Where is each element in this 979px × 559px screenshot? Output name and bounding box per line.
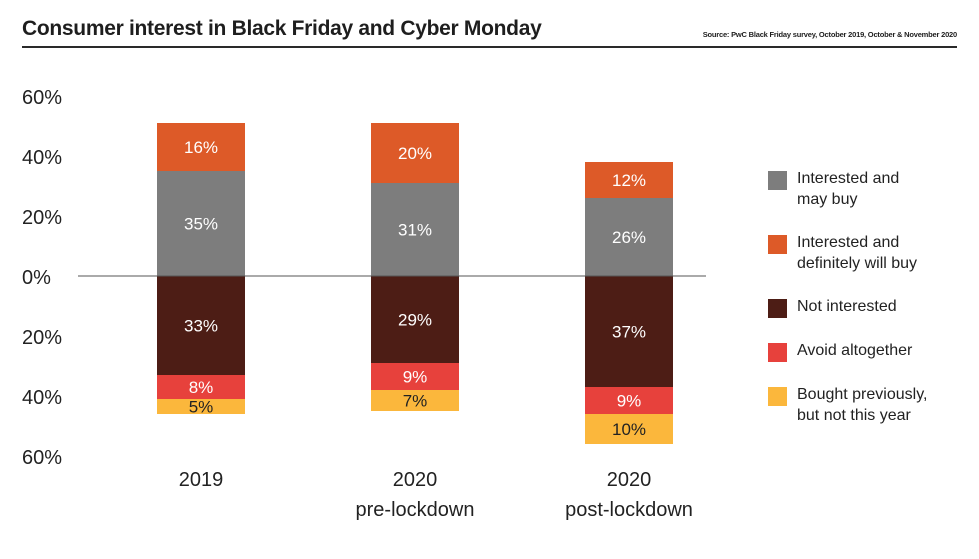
legend-swatch [768,171,787,190]
bar-data-label: 8% [189,378,214,397]
legend-swatch [768,235,787,254]
title-rule [22,46,957,48]
legend-label: Not interested [797,298,897,315]
legend-label: Interested and definitely will buy [797,234,918,272]
bar-data-label: 20% [398,144,432,163]
chart-title: Consumer interest in Black Friday and Cy… [22,17,542,40]
bar-segment [157,399,245,414]
y-tick-label: 20% [22,207,62,229]
chart-source: Source: PwC Black Friday survey, October… [702,30,958,39]
bar-segment [371,363,459,390]
legend-label: Bought previously, but not this year [797,386,928,424]
bar-data-label: 16% [184,138,218,157]
y-tick-label: 40% [22,387,62,409]
bar-segment [585,162,673,198]
x-category-label: 2020 [393,469,438,491]
legend-swatch [768,387,787,406]
legend-swatch [768,343,787,362]
bar-segment [157,123,245,171]
x-category-label: pre-lockdown [356,499,475,521]
bar-segment [371,390,459,411]
bar-data-label: 35% [184,215,218,234]
bar-segment [585,387,673,414]
y-tick-label: 0% [22,267,51,289]
bar-segment [157,171,245,276]
bar-data-label: 9% [617,392,642,411]
bar-data-label: 9% [403,368,428,387]
bar-segment [585,414,673,444]
bar-segment [371,123,459,183]
x-category-label: 2020 [607,469,652,491]
bar-segment [371,276,459,363]
bar-segment [157,276,245,375]
x-category-label: post-lockdown [565,499,693,521]
y-tick-label: 40% [22,147,62,169]
bar-segment [585,198,673,276]
bar-data-label: 10% [612,420,646,439]
bar-segment [585,276,673,387]
x-category-label: 2019 [179,469,224,491]
y-tick-label: 20% [22,327,62,349]
legend-label: Avoid altogether [797,342,913,359]
bar-data-label: 37% [612,323,646,342]
bar-data-label: 29% [398,311,432,330]
bar-segment [157,375,245,399]
bar-data-label: 31% [398,221,432,240]
y-tick-label: 60% [22,87,62,109]
bar-segment [371,183,459,276]
bar-data-label: 5% [189,398,214,417]
bar-data-label: 12% [612,171,646,190]
bar-data-label: 33% [184,317,218,336]
legend-label: Interested and may buy [797,170,900,208]
bar-data-label: 7% [403,392,428,411]
bar-data-label: 26% [612,228,646,247]
legend-swatch [768,299,787,318]
y-tick-label: 60% [22,447,62,469]
